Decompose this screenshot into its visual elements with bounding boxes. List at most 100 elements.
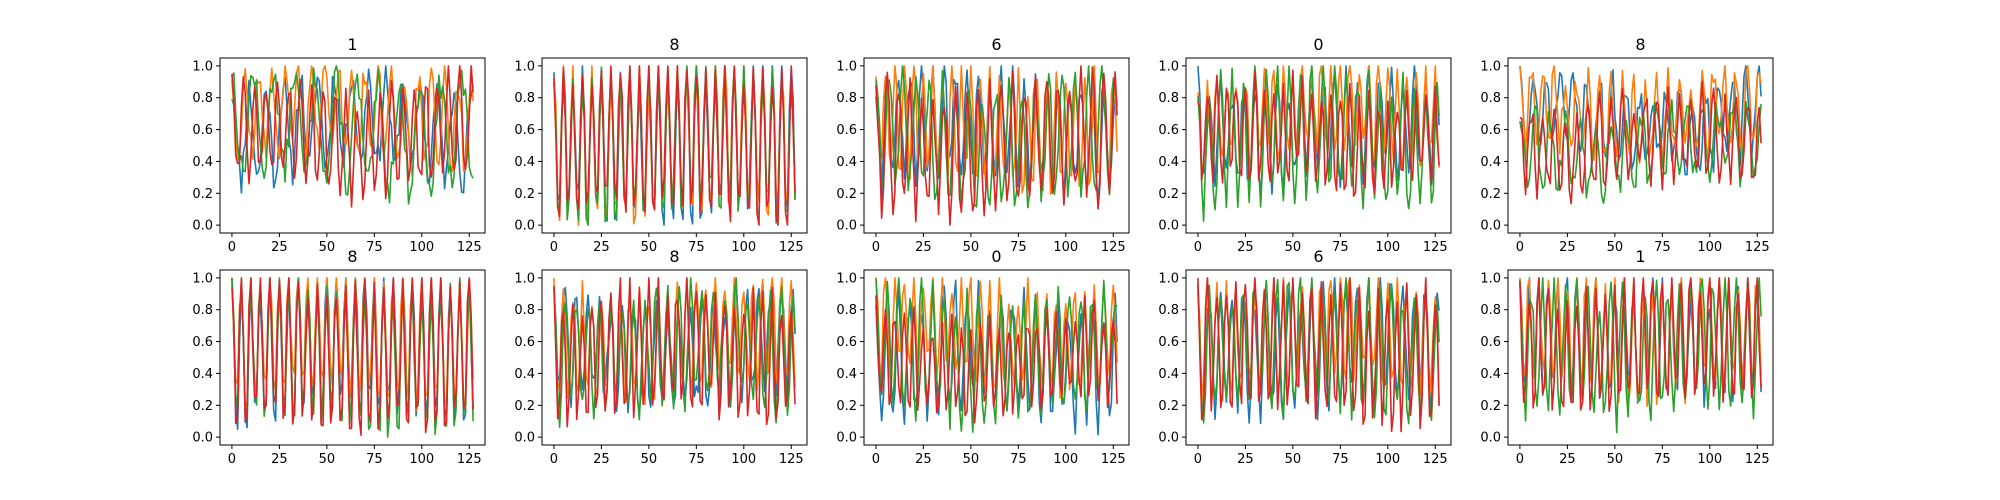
series-line-4 (231, 65, 474, 208)
series-line-3 (875, 65, 1118, 209)
x-tick-label: 100 (731, 240, 756, 255)
axes-frame (1185, 57, 1452, 234)
y-tick-label: 0.4 (1480, 367, 1501, 382)
x-tick-label: 0 (228, 240, 236, 255)
axes-frame (541, 57, 808, 234)
x-tick-label: 50 (1607, 452, 1624, 467)
x-tick-label: 50 (319, 240, 336, 255)
subplot-title: 8 (669, 247, 679, 266)
y-tick-label: 0.6 (836, 123, 857, 138)
x-tick-label: 25 (1559, 240, 1576, 255)
subplot-1: 1 0.0 0.2 0.4 0.6 0.8 1.0 0 25 50 75 100 125 (192, 35, 486, 255)
y-tick-label: 0.0 (836, 431, 857, 446)
x-tick-label: 125 (457, 240, 482, 255)
series-line-3 (1519, 99, 1762, 205)
y-tick-label: 1.0 (1480, 59, 1501, 74)
x-tick-label: 50 (641, 452, 658, 467)
y-tick-label: 0.0 (514, 431, 535, 446)
series-group (1197, 65, 1440, 222)
x-tick-label: 100 (1053, 240, 1078, 255)
subplot-title: 1 (347, 35, 357, 54)
subplot-title: 1 (1635, 247, 1645, 266)
subplot-title: 8 (669, 35, 679, 54)
x-tick-label: 100 (1697, 240, 1722, 255)
series-group (231, 65, 474, 208)
y-tick-label: 1.0 (1158, 271, 1179, 286)
subplot-3: 6 0.0 0.2 0.4 0.6 0.8 1.0 0 25 50 75 100 125 (836, 35, 1130, 255)
x-tick-label: 125 (1745, 240, 1770, 255)
y-tick-label: 0.0 (192, 219, 213, 234)
x-tick-label: 0 (1194, 452, 1202, 467)
y-tick-label: 0.6 (514, 123, 535, 138)
subplot-5: 8 0.0 0.2 0.4 0.6 0.8 1.0 0 25 50 75 100 125 (1480, 35, 1774, 255)
y-tick-label: 0.8 (836, 91, 857, 106)
y-tick-label: 0.0 (1480, 219, 1501, 234)
x-tick-label: 0 (1516, 240, 1524, 255)
x-tick-label: 50 (641, 240, 658, 255)
y-tick-label: 0.6 (192, 123, 213, 138)
y-tick-label: 0.8 (192, 303, 213, 318)
series-group (553, 277, 796, 428)
y-tick-label: 0.2 (1158, 399, 1179, 414)
x-tick-label: 100 (1375, 452, 1400, 467)
x-tick-label: 0 (1194, 240, 1202, 255)
subplot-title: 0 (1313, 35, 1323, 54)
y-tick-label: 0.4 (1480, 155, 1501, 170)
y-tick-label: 1.0 (192, 59, 213, 74)
y-tick-label: 0.8 (836, 303, 857, 318)
subplot-title: 6 (991, 35, 1001, 54)
x-tick-label: 100 (409, 240, 434, 255)
x-tick-label: 75 (688, 452, 705, 467)
axes-frame (1185, 269, 1452, 446)
y-tick-label: 0.4 (836, 367, 857, 382)
series-line-1 (1519, 65, 1762, 176)
y-tick-label: 0.4 (1158, 367, 1179, 382)
y-tick-label: 0.2 (514, 399, 535, 414)
x-tick-label: 25 (1559, 452, 1576, 467)
x-tick-label: 100 (1053, 452, 1078, 467)
y-tick-label: 0.8 (514, 91, 535, 106)
series-line-4 (231, 277, 474, 437)
y-tick-label: 0.0 (192, 431, 213, 446)
y-tick-label: 0.8 (192, 91, 213, 106)
x-tick-label: 75 (1654, 240, 1671, 255)
axes-frame (219, 57, 486, 234)
series-line-4 (553, 277, 796, 428)
y-tick-label: 0.2 (836, 399, 857, 414)
subplot-grid: 10.00.20.40.60.81.00 25 50 75 100 12580.00.20… (192, 35, 1774, 467)
x-tick-label: 25 (1237, 452, 1254, 467)
x-tick-label: 25 (271, 240, 288, 255)
x-tick-label: 75 (1654, 452, 1671, 467)
y-tick-label: 0.2 (192, 187, 213, 202)
x-tick-label: 50 (963, 240, 980, 255)
series-line-3 (231, 65, 474, 205)
y-tick-label: 0.4 (514, 155, 535, 170)
series-line-4 (553, 65, 796, 226)
y-tick-label: 0.6 (836, 335, 857, 350)
x-tick-label: 50 (963, 452, 980, 467)
x-tick-label: 50 (1285, 452, 1302, 467)
x-tick-label: 100 (1697, 452, 1722, 467)
subplot-title: 8 (347, 247, 357, 266)
series-line-2 (231, 65, 474, 177)
axes-frame (1507, 269, 1774, 446)
axes-frame (863, 57, 1130, 234)
subplot-10: 1 0.0 0.2 0.4 0.6 0.8 1.0 0 25 50 75 100 125 (1480, 247, 1774, 467)
x-tick-label: 100 (731, 452, 756, 467)
x-tick-label: 50 (1285, 240, 1302, 255)
y-tick-label: 0.2 (1480, 187, 1501, 202)
y-tick-label: 0.0 (514, 219, 535, 234)
y-tick-label: 0.2 (192, 399, 213, 414)
x-tick-label: 25 (593, 452, 610, 467)
x-tick-label: 75 (1010, 240, 1027, 255)
subplot-7: 8 0.0 0.2 0.4 0.6 0.8 1.0 0 25 50 75 100 125 (514, 247, 808, 467)
x-tick-label: 25 (593, 240, 610, 255)
series-group (1519, 65, 1762, 205)
y-tick-label: 0.8 (1158, 91, 1179, 106)
series-line-4 (1197, 69, 1440, 197)
x-tick-label: 0 (1516, 452, 1524, 467)
x-tick-label: 0 (550, 240, 558, 255)
subplot-title: 6 (1313, 247, 1323, 266)
x-tick-label: 125 (1101, 452, 1126, 467)
